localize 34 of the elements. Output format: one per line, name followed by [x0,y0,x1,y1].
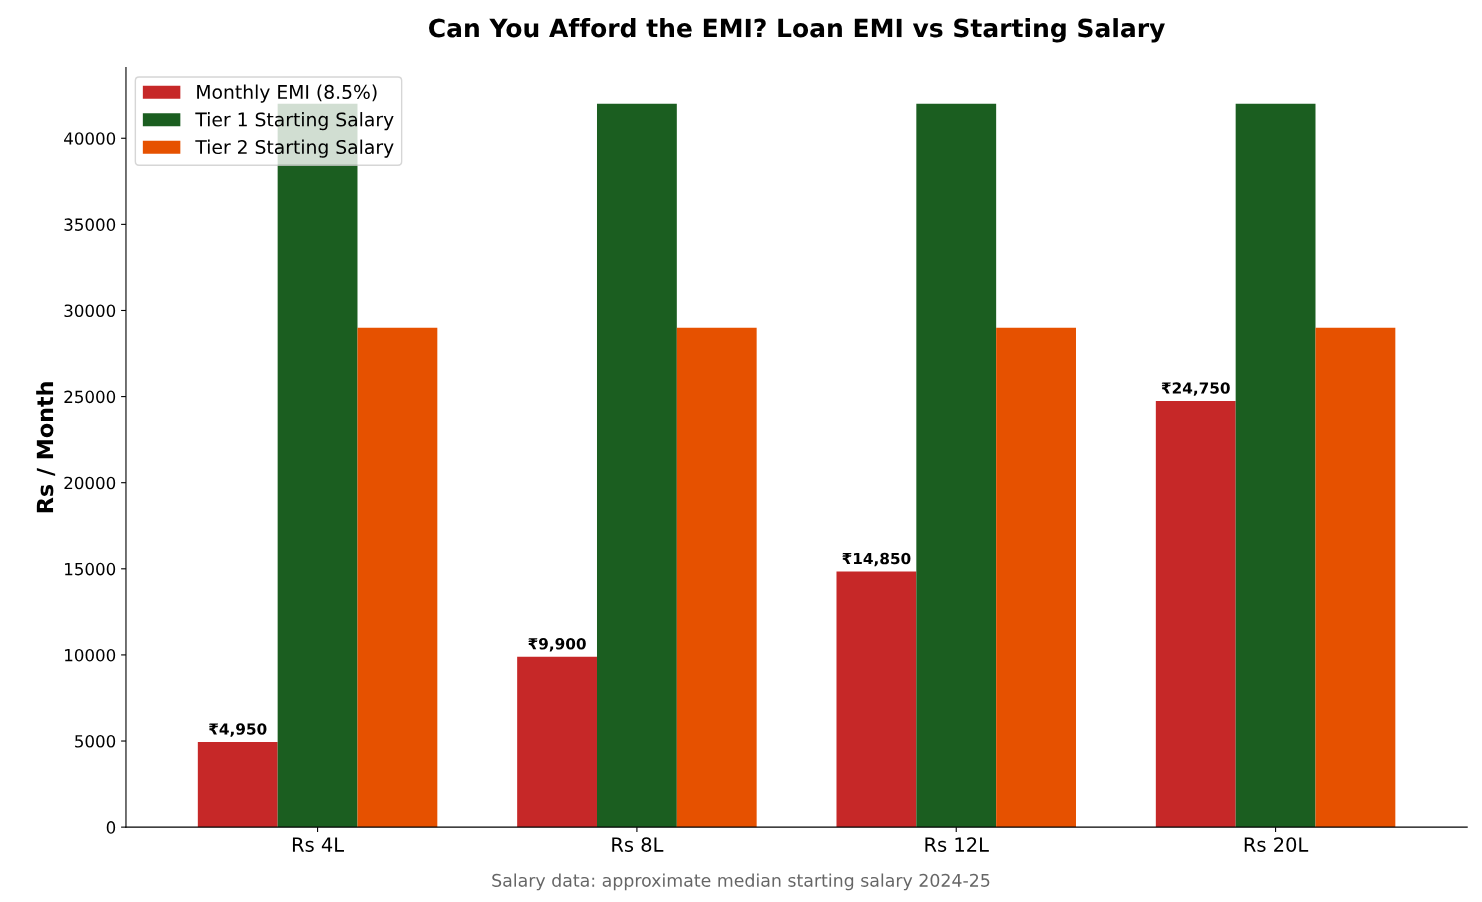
y-tick-label: 5000 [75,734,116,748]
bar [1235,103,1316,828]
x-tick-label: Rs 4L [292,837,344,852]
y-tick-label: 10000 [65,648,116,662]
bar [1155,400,1236,828]
y-axis-title: Rs / Month [36,382,56,513]
bar [1315,327,1396,828]
bar [996,327,1076,828]
data-label: ₹14,850 [842,552,911,567]
legend-label: Tier 1 Starting Salary [195,112,394,131]
y-tick-label: 0 [106,821,116,834]
data-label: ₹4,950 [209,723,267,737]
data-label: ₹24,750 [1161,382,1230,396]
y-tick-label: 20000 [64,476,116,490]
x-tick-label: Rs 8L [612,837,664,852]
bar [357,327,438,828]
x-tick-label: Rs 20L [1244,837,1309,852]
text: Salary data: approximate median starting salary 2024-25 [492,873,990,891]
y-tick-label: 25000 [64,390,116,404]
bar [916,103,997,828]
bar [596,103,677,828]
y-tick-label: 30000 [64,304,116,318]
y-tick-label: 35000 [64,218,116,231]
legend-label: Monthly EMI (8.5%) [197,84,377,103]
bar [517,656,597,828]
legend-label: Tier 2 Starting Salary [195,139,394,158]
y-tick-label: 40000 [64,132,116,145]
bar [676,327,757,828]
bar [836,571,917,828]
y-tick-label: 15000 [65,562,116,576]
data-label: ₹9,900 [528,637,586,652]
bar [197,741,278,828]
x-tick-label: Rs 12L [925,837,989,852]
chart-title: Can You Afford the EMI? Loan EMI vs Starting Salary [429,18,1165,43]
